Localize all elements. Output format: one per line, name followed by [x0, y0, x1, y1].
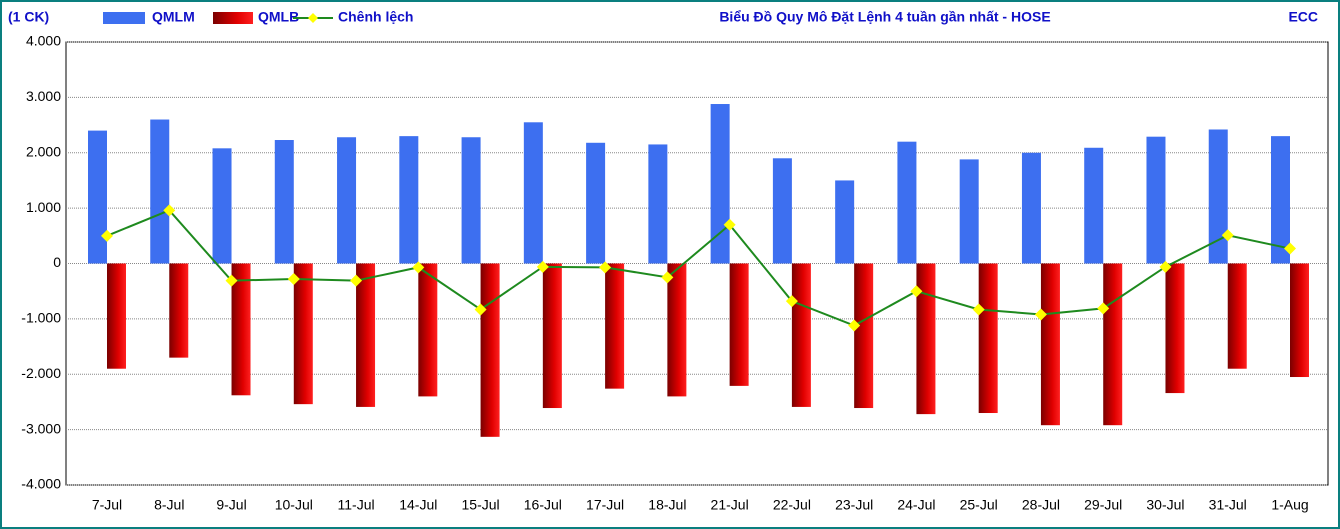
line-marker: [412, 261, 425, 274]
y-tick-label: 4.000: [26, 33, 61, 49]
x-tick-label: 9-Jul: [216, 497, 246, 513]
y-tick-label: -2.000: [21, 365, 61, 381]
x-tick-label: 24-Jul: [897, 497, 935, 513]
line-marker: [163, 204, 176, 217]
bar: [461, 137, 481, 264]
x-tick-label: 18-Jul: [648, 497, 686, 513]
bar: [854, 263, 874, 409]
bar: [835, 180, 855, 264]
bar: [1103, 263, 1123, 426]
x-tick-label: 17-Jul: [586, 497, 624, 513]
x-tick-label: 31-Jul: [1209, 497, 1247, 513]
line-marker: [910, 285, 923, 298]
bar: [978, 263, 998, 414]
bar: [791, 263, 811, 407]
bar: [356, 263, 376, 407]
bar: [212, 148, 232, 264]
bar: [399, 136, 419, 264]
line-marker: [848, 319, 861, 332]
x-tick-label: 10-Jul: [275, 497, 313, 513]
x-tick-label: 7-Jul: [92, 497, 122, 513]
legend-label: Chênh lệch: [338, 9, 413, 25]
bar: [772, 158, 792, 264]
legend-label: QMLM: [152, 9, 195, 25]
line-marker: [1034, 308, 1047, 321]
line-marker: [350, 274, 363, 287]
bar: [542, 263, 562, 409]
y-tick-label: 2.000: [26, 143, 61, 159]
bar: [88, 130, 107, 264]
x-tick-label: 16-Jul: [524, 497, 562, 513]
line-marker: [1159, 260, 1172, 273]
bar: [586, 142, 606, 264]
bar: [897, 141, 917, 264]
x-tick-label: 15-Jul: [462, 497, 500, 513]
y-tick-label: 3.000: [26, 88, 61, 104]
x-tick-label: 30-Jul: [1146, 497, 1184, 513]
bar: [480, 263, 500, 437]
source-label: ECC: [1288, 9, 1318, 25]
bar: [418, 263, 438, 397]
y-tick-label: 0: [53, 254, 61, 270]
x-tick-label: 22-Jul: [773, 497, 811, 513]
line-marker: [1221, 229, 1234, 242]
line-marker: [972, 303, 985, 316]
bar: [1227, 263, 1247, 369]
bar: [1040, 263, 1060, 426]
line-marker: [287, 273, 300, 286]
x-tick-label: 23-Jul: [835, 497, 873, 513]
bar: [107, 263, 126, 369]
x-tick-label: 1-Aug: [1271, 497, 1308, 513]
x-tick-label: 21-Jul: [711, 497, 749, 513]
line-marker: [1097, 302, 1110, 315]
bar: [667, 263, 687, 397]
x-tick-label: 28-Jul: [1022, 497, 1060, 513]
bar: [1084, 147, 1104, 264]
line-marker: [1284, 242, 1296, 255]
bar: [169, 263, 189, 358]
bar: [1208, 129, 1228, 264]
legend-swatch: [103, 12, 145, 24]
bar: [293, 263, 313, 405]
bar: [274, 140, 294, 264]
y-tick-label: -4.000: [21, 476, 61, 492]
chart-title: Biểu Đồ Quy Mô Đặt Lệnh 4 tuần gần nhất …: [719, 9, 1050, 25]
line-marker: [225, 274, 238, 287]
line: [106, 209, 1291, 327]
bar: [337, 137, 357, 264]
bar: [1290, 263, 1309, 378]
bar: [150, 119, 170, 264]
bar: [1165, 263, 1185, 394]
bar: [959, 159, 979, 264]
bar: [231, 263, 251, 396]
bar: [1021, 152, 1041, 264]
bar: [648, 144, 668, 264]
line-marker: [474, 303, 487, 316]
line-marker: [785, 295, 798, 308]
line-marker: [661, 271, 674, 284]
bar: [729, 263, 749, 386]
bar: [1146, 136, 1166, 264]
bar: [605, 263, 625, 389]
line-marker: [599, 261, 612, 274]
bar: [1271, 136, 1290, 264]
x-tick-label: 25-Jul: [960, 497, 998, 513]
bar: [523, 122, 543, 264]
legend-swatch: [213, 12, 253, 24]
x-tick-label: 8-Jul: [154, 497, 184, 513]
unit-label: (1 CK): [8, 9, 49, 25]
line-marker: [101, 229, 113, 242]
y-tick-label: -1.000: [21, 310, 61, 326]
x-tick-label: 14-Jul: [399, 497, 437, 513]
legend-label: QMLB: [258, 9, 299, 25]
y-tick-label: 1.000: [26, 199, 61, 215]
bar: [916, 263, 936, 415]
line-marker: [536, 260, 549, 273]
legend-marker: [308, 13, 318, 23]
line-marker: [723, 218, 736, 231]
y-tick-label: -3.000: [21, 420, 61, 436]
x-tick-label: 29-Jul: [1084, 497, 1122, 513]
x-tick-label: 11-Jul: [338, 497, 375, 513]
